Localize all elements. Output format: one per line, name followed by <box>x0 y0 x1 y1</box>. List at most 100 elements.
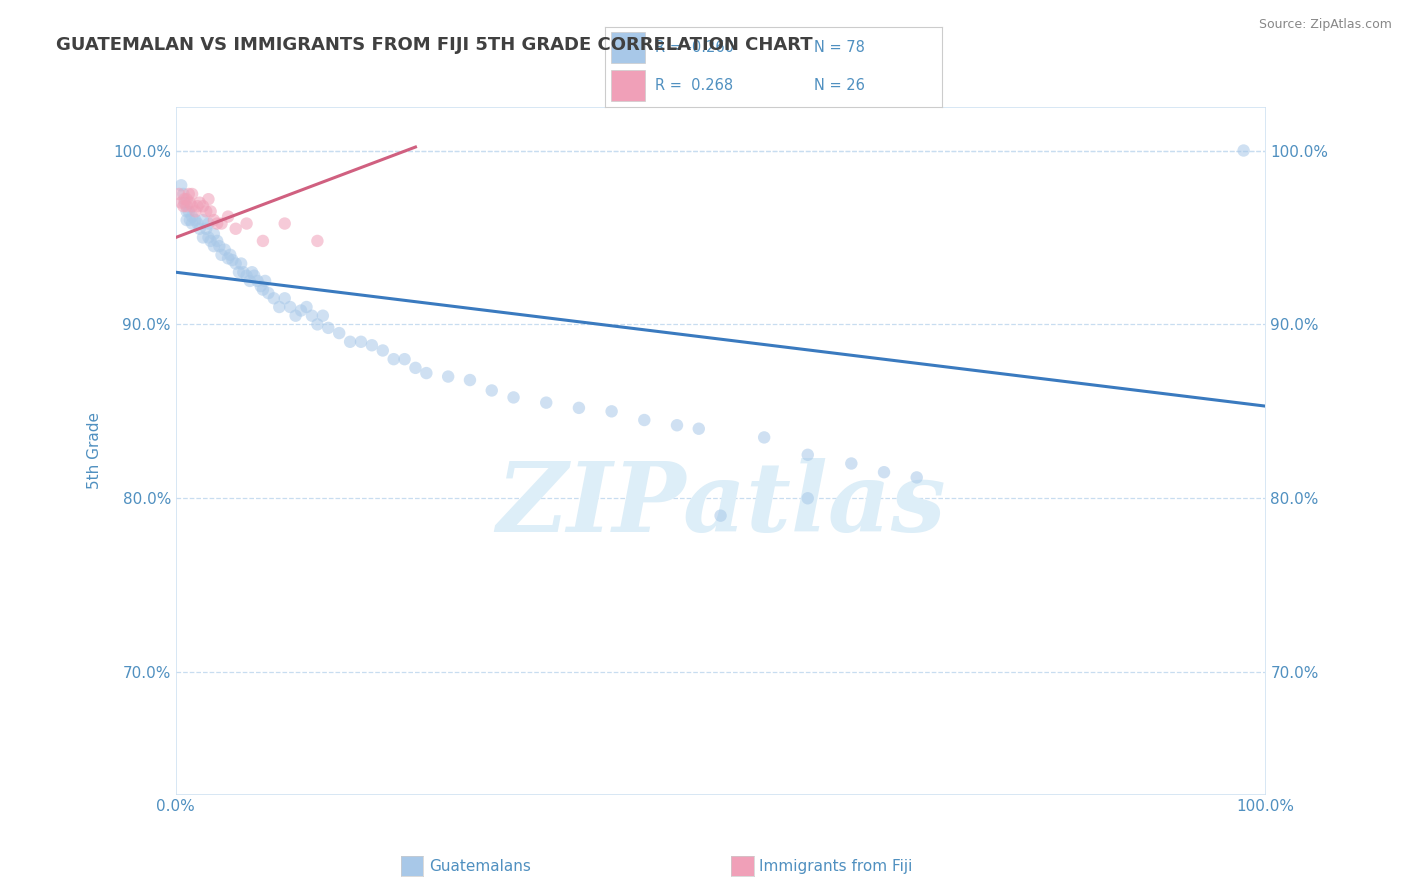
Point <box>231 256 253 270</box>
Point <box>173 192 195 206</box>
Point <box>249 279 271 293</box>
Point <box>176 213 198 227</box>
Point <box>200 204 222 219</box>
Point <box>179 213 201 227</box>
Point <box>301 309 323 323</box>
Point <box>437 369 460 384</box>
Y-axis label: 5th Grade: 5th Grade <box>87 412 101 489</box>
Point <box>243 268 266 283</box>
Point <box>246 274 269 288</box>
Point <box>394 352 416 367</box>
Point <box>228 265 250 279</box>
Point <box>481 384 503 398</box>
Point <box>339 334 361 349</box>
Point <box>219 248 242 262</box>
Point <box>710 508 733 523</box>
Point <box>221 253 243 268</box>
Point <box>796 491 818 506</box>
Point <box>796 448 818 462</box>
Point <box>170 178 193 193</box>
Point <box>181 210 204 224</box>
Point <box>172 199 194 213</box>
Point <box>905 470 928 484</box>
Point <box>195 204 218 219</box>
Point <box>235 268 257 283</box>
Point <box>191 199 214 213</box>
Point <box>188 195 211 210</box>
Text: R = -0.260: R = -0.260 <box>655 40 734 55</box>
Point <box>318 321 340 335</box>
Point <box>197 192 219 206</box>
Point <box>167 186 190 201</box>
Point <box>181 217 204 231</box>
Point <box>177 186 200 201</box>
Point <box>211 217 233 231</box>
Point <box>252 283 274 297</box>
Point <box>274 217 297 231</box>
Point <box>240 265 263 279</box>
Point <box>568 401 591 415</box>
Point <box>170 195 193 210</box>
Text: Immigrants from Fiji: Immigrants from Fiji <box>759 859 912 873</box>
Point <box>307 318 329 332</box>
Text: R =  0.268: R = 0.268 <box>655 78 734 93</box>
Point <box>534 395 557 409</box>
Point <box>186 217 209 231</box>
Point <box>184 204 207 219</box>
Point <box>252 234 274 248</box>
Point <box>360 338 382 352</box>
Point <box>1232 144 1256 158</box>
Point <box>177 204 200 219</box>
Point <box>202 227 225 241</box>
Point <box>257 286 280 301</box>
Point <box>205 234 228 248</box>
Point <box>458 373 481 387</box>
Bar <box>612 32 645 62</box>
Point <box>202 213 225 227</box>
Point <box>176 199 198 213</box>
Point <box>235 217 257 231</box>
Point <box>350 334 373 349</box>
Point <box>205 217 228 231</box>
Point <box>284 309 307 323</box>
Point <box>197 217 219 231</box>
Text: Guatemalans: Guatemalans <box>429 859 530 873</box>
Point <box>172 186 194 201</box>
Point <box>197 230 219 244</box>
Point <box>186 199 209 213</box>
Point <box>208 239 231 253</box>
Text: ZIPatlas: ZIPatlas <box>496 458 945 552</box>
Point <box>176 204 198 219</box>
Point <box>214 243 236 257</box>
Point <box>405 360 427 375</box>
Point <box>278 300 301 314</box>
Point <box>179 195 201 210</box>
Point <box>191 230 214 244</box>
Point <box>382 352 405 367</box>
Point <box>873 465 896 479</box>
Text: N = 26: N = 26 <box>814 78 865 93</box>
Point <box>232 265 254 279</box>
Bar <box>612 70 645 101</box>
Point <box>217 210 239 224</box>
Point <box>195 221 218 235</box>
Point <box>200 234 222 248</box>
Point <box>502 391 524 405</box>
Point <box>225 256 247 270</box>
Text: GUATEMALAN VS IMMIGRANTS FROM FIJI 5TH GRADE CORRELATION CHART: GUATEMALAN VS IMMIGRANTS FROM FIJI 5TH G… <box>56 36 813 54</box>
Text: N = 78: N = 78 <box>814 40 865 55</box>
Point <box>666 418 689 433</box>
Point <box>269 300 291 314</box>
Point <box>211 248 233 262</box>
Point <box>191 213 214 227</box>
Point <box>188 221 211 235</box>
Point <box>225 221 247 235</box>
Point <box>688 422 710 436</box>
Point <box>841 457 863 471</box>
Point <box>217 252 239 266</box>
Point <box>633 413 655 427</box>
Point <box>176 192 198 206</box>
Point <box>173 195 195 210</box>
Point <box>307 234 329 248</box>
Point <box>181 199 204 213</box>
